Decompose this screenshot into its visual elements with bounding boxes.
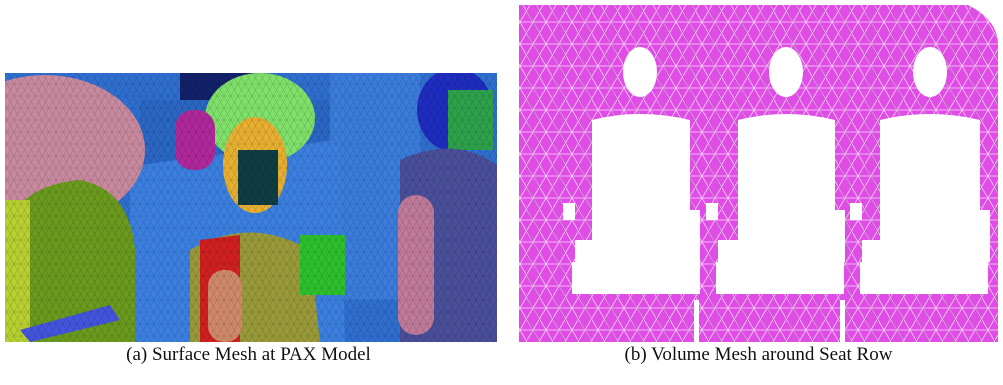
surface-mesh-image — [0, 68, 497, 342]
caption-a: (a) Surface Mesh at PAX Model — [0, 344, 497, 366]
figure — [0, 0, 1003, 385]
page: {"captions": {"a": "(a) Surface Mesh at … — [0, 0, 1003, 385]
caption-b: (b) Volume Mesh around Seat Row — [519, 344, 998, 366]
volume-mesh-image — [519, 5, 998, 342]
